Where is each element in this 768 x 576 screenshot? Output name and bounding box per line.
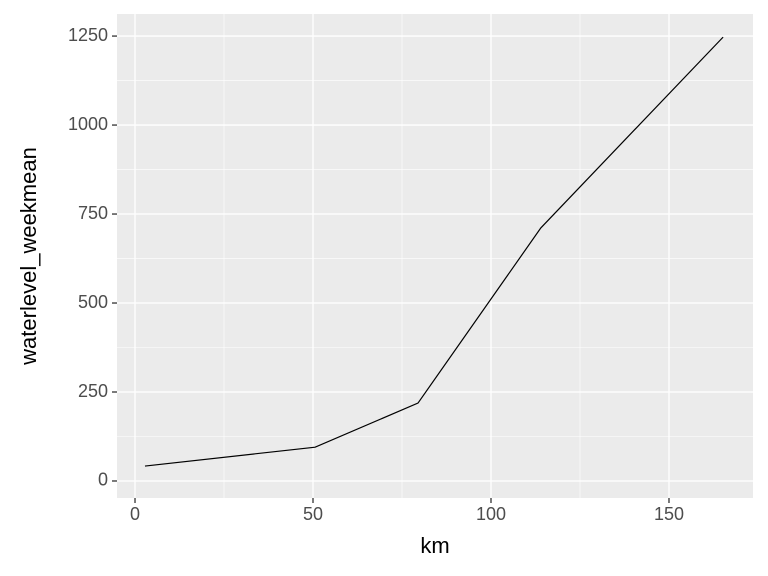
x-tick-label: 0 [130, 504, 140, 524]
y-tick-label: 250 [78, 381, 108, 401]
y-tick-label: 1250 [68, 25, 108, 45]
y-axis-title: waterlevel_weekmean [16, 147, 41, 366]
x-tick-label: 150 [654, 504, 684, 524]
data-line [144, 36, 724, 467]
y-tick-label: 0 [98, 470, 108, 490]
y-tick-label: 750 [78, 203, 108, 223]
panel [117, 14, 753, 498]
x-tick-label: 100 [476, 504, 506, 524]
y-tick-label: 1000 [68, 114, 108, 134]
y-tick-label: 500 [78, 292, 108, 312]
x-axis-title: km [420, 533, 449, 558]
x-tick-label: 50 [303, 504, 323, 524]
